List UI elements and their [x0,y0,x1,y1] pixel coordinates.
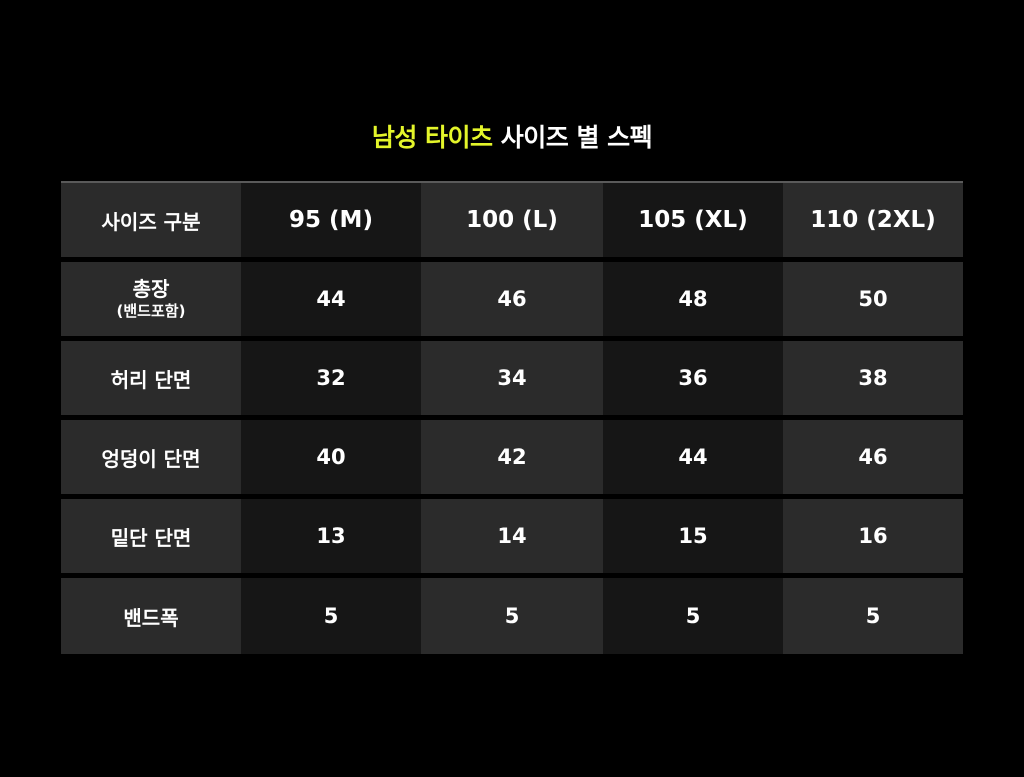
header-size-category: 사이즈 구분 [61,183,241,257]
table-cell: 44 [241,262,421,336]
row-label-hip: 엉덩이 단면 [61,420,241,494]
table-cell: 14 [421,499,603,573]
table-cell: 5 [421,578,603,654]
row-sublabel-text: (밴드포함) [116,302,186,320]
table-cell: 5 [241,578,421,654]
row-label-waist: 허리 단면 [61,341,241,415]
table-cell: 44 [603,420,783,494]
table-cell: 50 [783,262,963,336]
table-row-hip: 엉덩이 단면 40 42 44 46 [61,420,963,494]
table-cell: 40 [241,420,421,494]
row-label-band-width: 밴드폭 [61,578,241,654]
table-cell: 36 [603,341,783,415]
table-cell: 46 [421,262,603,336]
table-cell: 48 [603,262,783,336]
table-cell: 5 [783,578,963,654]
table-cell: 46 [783,420,963,494]
table-cell: 38 [783,341,963,415]
table-cell: 13 [241,499,421,573]
header-size-95-m: 95 (M) [241,183,421,257]
table-row-waist: 허리 단면 32 34 36 38 [61,341,963,415]
table-cell: 34 [421,341,603,415]
title-highlight: 남성 타이츠 [371,123,493,152]
row-label-total-length: 총장 (밴드포함) [61,262,241,336]
table-cell: 32 [241,341,421,415]
table-cell: 42 [421,420,603,494]
table-cell: 16 [783,499,963,573]
table-row-total-length: 총장 (밴드포함) 44 46 48 50 [61,262,963,336]
page-title: 남성 타이츠 사이즈 별 스펙 [0,118,1024,158]
row-label-text: 총장 [132,277,170,301]
title-rest: 사이즈 별 스펙 [492,123,653,152]
size-spec-table: 사이즈 구분 95 (M) 100 (L) 105 (XL) 110 (2XL)… [61,181,963,654]
header-size-110-2xl: 110 (2XL) [783,183,963,257]
row-label-hem: 밑단 단면 [61,499,241,573]
table-cell: 15 [603,499,783,573]
table-cell: 5 [603,578,783,654]
header-size-100-l: 100 (L) [421,183,603,257]
table-row-band-width: 밴드폭 5 5 5 5 [61,578,963,654]
table-header-row: 사이즈 구분 95 (M) 100 (L) 105 (XL) 110 (2XL) [61,183,963,257]
table-row-hem: 밑단 단면 13 14 15 16 [61,499,963,573]
header-size-105-xl: 105 (XL) [603,183,783,257]
